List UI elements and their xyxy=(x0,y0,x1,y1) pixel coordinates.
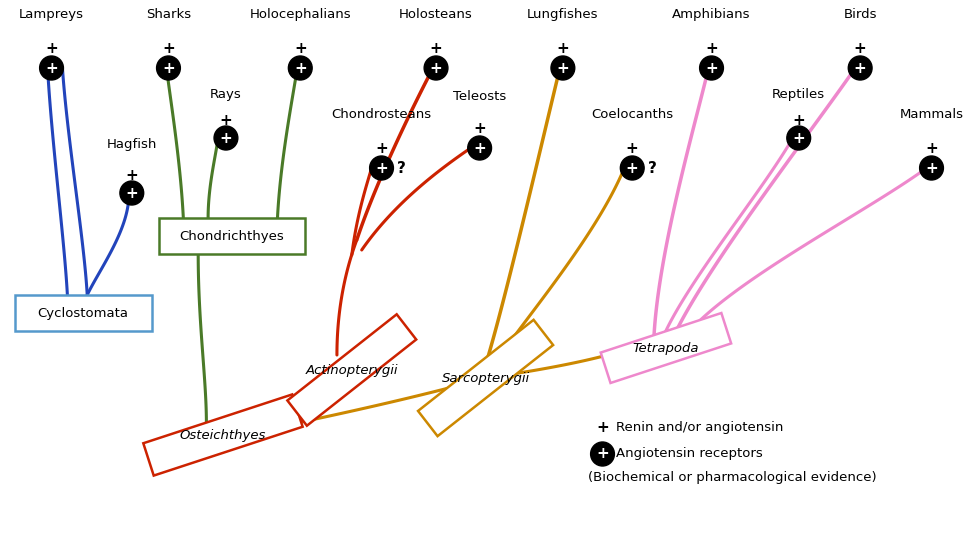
Text: +: + xyxy=(375,161,388,175)
Text: Renin and/or angiotensin: Renin and/or angiotensin xyxy=(615,422,783,435)
Circle shape xyxy=(214,126,237,150)
Text: Sarcopterygii: Sarcopterygii xyxy=(441,371,529,385)
Text: +: + xyxy=(556,60,569,76)
Text: Osteichthyes: Osteichthyes xyxy=(179,428,266,441)
Bar xyxy=(15,295,151,331)
Text: +: + xyxy=(162,60,174,76)
Text: +: + xyxy=(473,141,485,156)
Text: +: + xyxy=(46,40,58,55)
Text: +: + xyxy=(556,40,569,55)
Text: +: + xyxy=(924,141,937,156)
Text: Amphibians: Amphibians xyxy=(672,8,750,21)
Circle shape xyxy=(423,56,448,80)
Text: +: + xyxy=(429,60,442,76)
Circle shape xyxy=(919,156,943,180)
Text: +: + xyxy=(473,120,485,136)
Circle shape xyxy=(699,56,723,80)
Text: (Biochemical or pharmacological evidence): (Biochemical or pharmacological evidence… xyxy=(587,472,875,484)
Text: +: + xyxy=(219,113,233,128)
Circle shape xyxy=(620,156,643,180)
Text: Hagfish: Hagfish xyxy=(107,138,157,151)
Circle shape xyxy=(786,126,810,150)
Bar xyxy=(143,394,302,475)
Text: ?: ? xyxy=(647,161,656,175)
Text: +: + xyxy=(46,60,58,76)
Text: +: + xyxy=(704,40,717,55)
Text: +: + xyxy=(853,60,865,76)
Text: +: + xyxy=(162,40,174,55)
Circle shape xyxy=(467,136,491,160)
Text: Angiotensin receptors: Angiotensin receptors xyxy=(615,447,763,460)
Circle shape xyxy=(156,56,180,80)
Circle shape xyxy=(369,156,393,180)
Text: Chondrichthyes: Chondrichthyes xyxy=(179,230,284,242)
Text: +: + xyxy=(625,161,638,175)
Text: Actinopterygii: Actinopterygii xyxy=(305,363,397,376)
Text: Teleosts: Teleosts xyxy=(453,90,506,103)
Text: +: + xyxy=(125,185,138,200)
Text: +: + xyxy=(429,40,442,55)
Text: +: + xyxy=(792,113,804,128)
Bar xyxy=(418,320,552,436)
Text: +: + xyxy=(924,161,937,175)
Text: Coelocanths: Coelocanths xyxy=(590,108,672,121)
Text: +: + xyxy=(294,60,306,76)
Text: +: + xyxy=(125,167,138,183)
Text: Lungfishes: Lungfishes xyxy=(526,8,598,21)
Text: ?: ? xyxy=(397,161,406,175)
Text: Reptiles: Reptiles xyxy=(771,88,825,101)
Text: +: + xyxy=(792,130,804,146)
Circle shape xyxy=(120,181,143,205)
Text: +: + xyxy=(704,60,717,76)
Text: Birds: Birds xyxy=(843,8,876,21)
Bar xyxy=(158,218,305,254)
Text: Chondrosteans: Chondrosteans xyxy=(331,108,431,121)
Text: Holocephalians: Holocephalians xyxy=(249,8,351,21)
Circle shape xyxy=(288,56,312,80)
Text: +: + xyxy=(853,40,865,55)
Text: +: + xyxy=(294,40,306,55)
Circle shape xyxy=(848,56,871,80)
Text: +: + xyxy=(219,130,233,146)
Bar xyxy=(600,313,731,383)
Circle shape xyxy=(590,442,613,466)
Text: +: + xyxy=(625,141,638,156)
Text: Cyclostomata: Cyclostomata xyxy=(38,306,129,320)
Circle shape xyxy=(550,56,575,80)
Circle shape xyxy=(40,56,63,80)
Text: +: + xyxy=(375,141,388,156)
Text: Tetrapoda: Tetrapoda xyxy=(632,342,699,354)
Text: Rays: Rays xyxy=(210,88,241,101)
Bar xyxy=(287,314,416,426)
Text: Holosteans: Holosteans xyxy=(399,8,473,21)
Text: Mammals: Mammals xyxy=(898,108,962,121)
Text: Lampreys: Lampreys xyxy=(19,8,84,21)
Text: Sharks: Sharks xyxy=(145,8,191,21)
Text: +: + xyxy=(596,446,609,461)
Text: +: + xyxy=(596,421,609,436)
